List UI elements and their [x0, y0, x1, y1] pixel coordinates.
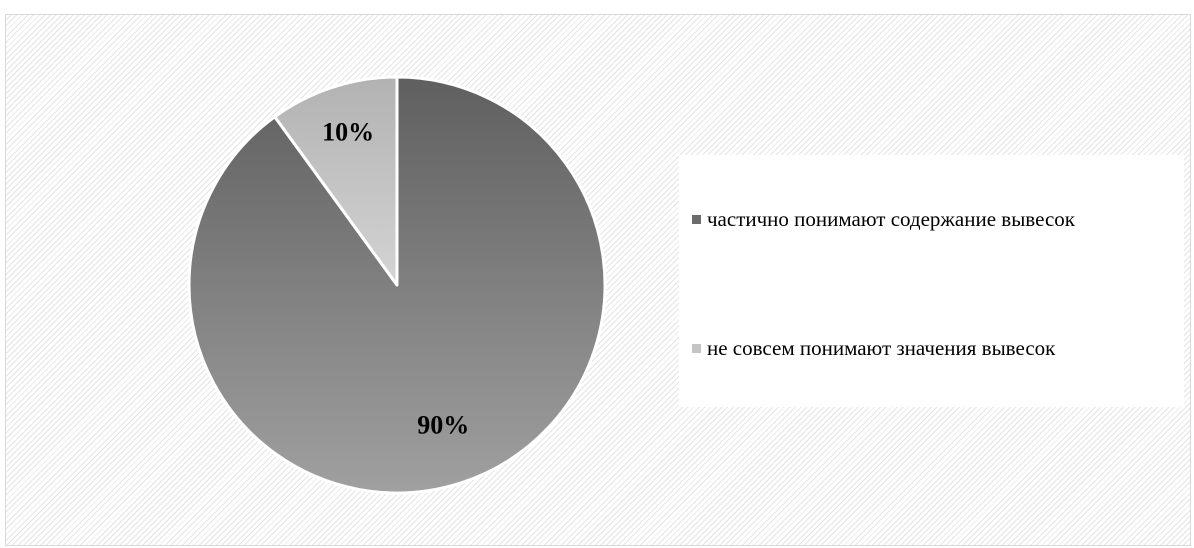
- legend-swatch-2: [692, 344, 701, 353]
- legend-label-2: не совсем понимают значения вывесок: [707, 336, 1056, 360]
- legend-item-1: частично понимают содержание вывесок: [692, 207, 1075, 232]
- slice-label-1: 90%: [417, 410, 469, 439]
- legend-label-1: частично понимают содержание вывесок: [707, 207, 1075, 231]
- pie-slice-2: [273, 75, 399, 287]
- legend-item-2: не совсем понимают значения вывесок: [692, 336, 1055, 361]
- legend-swatch-1: [692, 215, 701, 224]
- slice-label-2: 10%: [322, 118, 374, 147]
- legend: частично понимают содержание вывесок не …: [679, 155, 1184, 407]
